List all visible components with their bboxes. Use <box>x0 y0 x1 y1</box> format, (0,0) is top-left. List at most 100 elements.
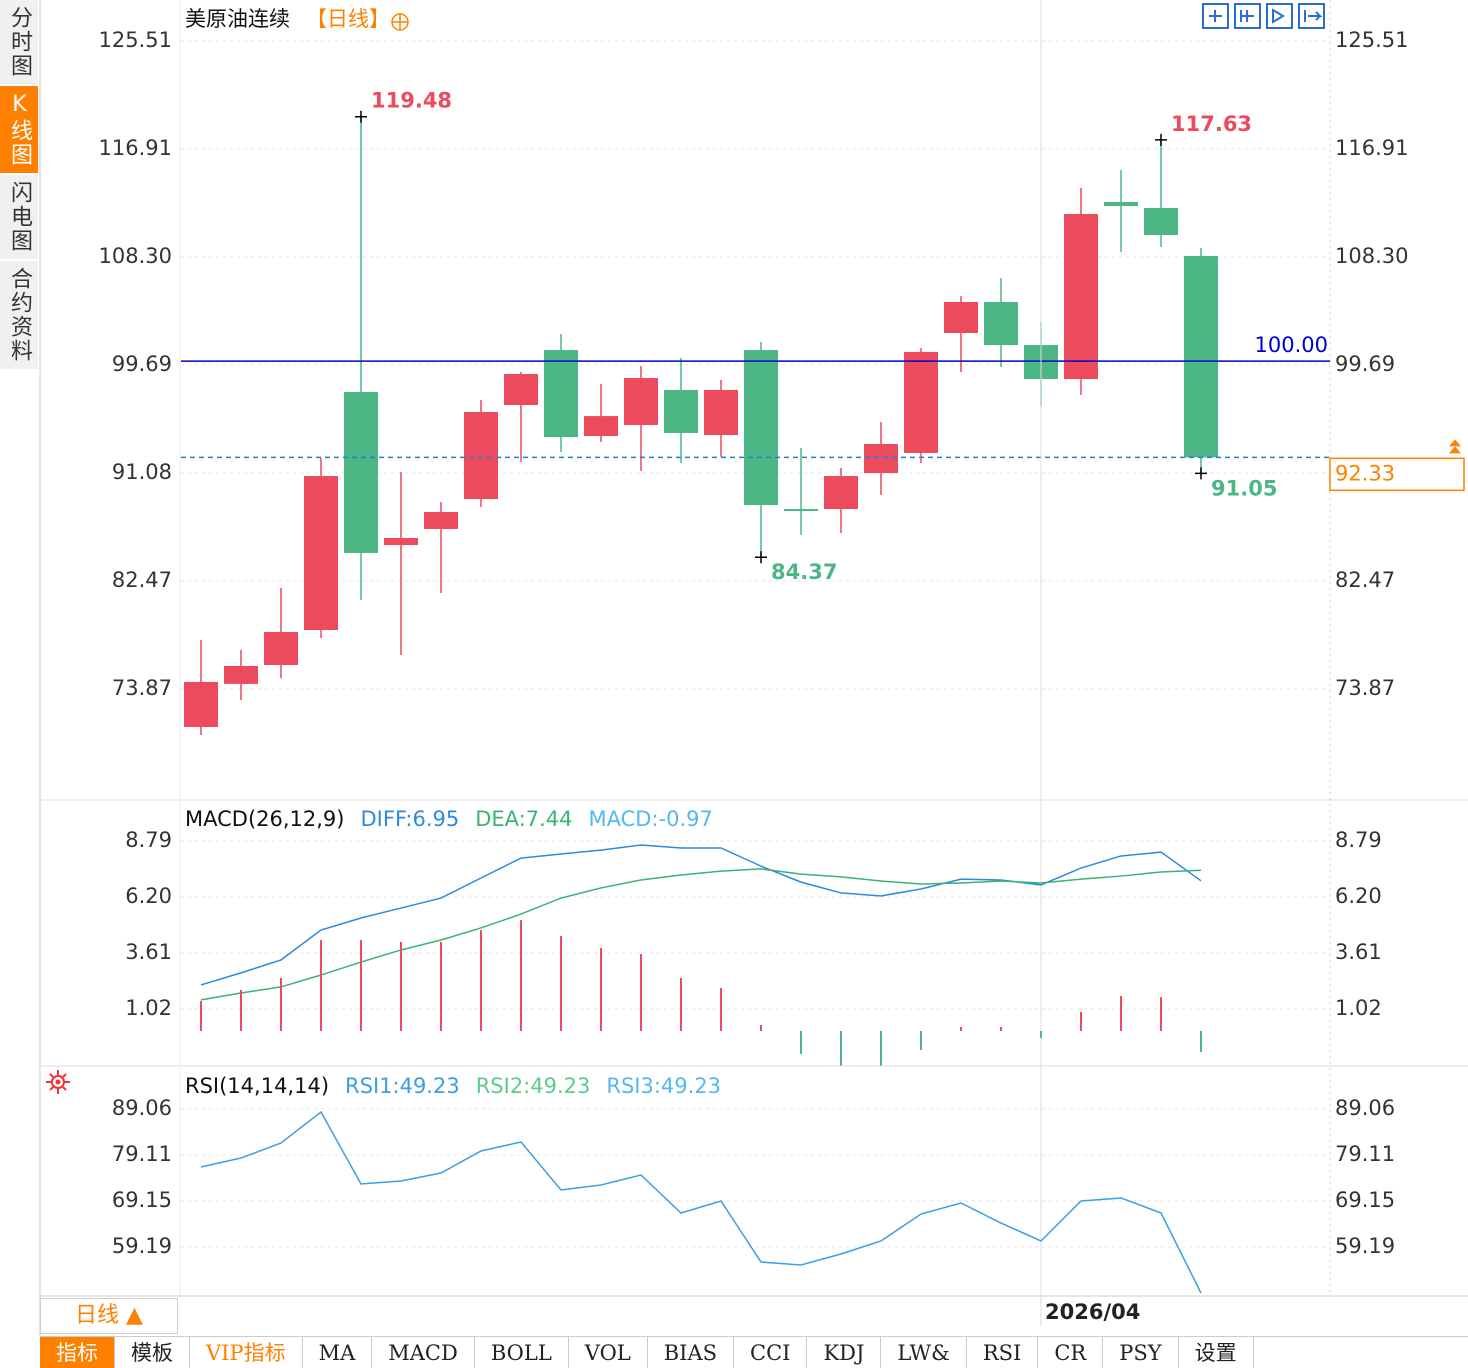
candle-body <box>544 350 578 438</box>
extreme-label: 119.48 <box>371 89 452 113</box>
candle-body <box>264 631 298 665</box>
indicator-tab[interactable]: MA <box>303 1337 373 1368</box>
panel-legend: MACD(26,12,9) <box>185 807 345 831</box>
candle-body <box>824 476 858 510</box>
y-tick-label-right: 59.19 <box>1335 1234 1395 1258</box>
candle-body <box>1144 208 1178 236</box>
candle-body <box>344 391 378 553</box>
macd-line <box>200 844 1202 986</box>
reference-label: 100.00 <box>1255 333 1328 357</box>
candle-body <box>584 416 618 437</box>
tool-icon[interactable] <box>1266 3 1293 29</box>
panel-legend: MACD:-0.97 <box>589 807 713 831</box>
tool-icon[interactable] <box>1202 3 1229 29</box>
candle-body <box>464 412 498 499</box>
y-tick-label-right: 69.15 <box>1335 1188 1395 1212</box>
indicator-tab[interactable]: MACD <box>372 1337 475 1368</box>
y-tick-label-left: 91.08 <box>112 460 172 484</box>
indicator-tab[interactable]: BIAS <box>648 1337 735 1368</box>
y-tick-label-left: 8.79 <box>125 828 172 852</box>
y-tick-label-left: 69.15 <box>112 1188 172 1212</box>
y-tick-label-left: 6.20 <box>125 884 172 908</box>
y-tick-label-left: 99.69 <box>112 352 172 376</box>
panel-legend: RSI1:49.23 <box>345 1074 460 1098</box>
indicator-tab[interactable]: CCI <box>734 1337 808 1368</box>
macd-plot <box>200 844 1202 1066</box>
y-tick-label-left: 3.61 <box>125 940 172 964</box>
period-button[interactable]: 日线 ▲ <box>40 1298 178 1334</box>
indicator-tab[interactable]: VIP指标 <box>190 1337 303 1368</box>
y-tick-label-right: 125.51 <box>1335 28 1408 52</box>
candle-body <box>624 378 658 425</box>
y-tick-label-left: 59.19 <box>112 1234 172 1258</box>
y-tick-label-right: 6.20 <box>1335 884 1382 908</box>
tool-glyph <box>1209 8 1323 24</box>
sidebar-tab[interactable]: 合约资料 <box>0 261 38 371</box>
indicator-tab[interactable]: VOL <box>569 1337 648 1368</box>
sidebar-tab[interactable]: 分时图 <box>0 0 38 86</box>
indicator-icon[interactable] <box>46 1070 70 1094</box>
rsi-line <box>200 1110 1202 1294</box>
candle-body <box>384 538 418 546</box>
y-tick-label-right: 82.47 <box>1335 568 1395 592</box>
candle-body <box>784 509 818 512</box>
extreme-cross <box>1195 467 1207 480</box>
indicator-tab[interactable]: PSY <box>1103 1337 1179 1368</box>
price-arrow <box>1449 439 1461 454</box>
y-tick-label-left: 108.30 <box>99 244 172 268</box>
sun-icon <box>46 1070 70 1094</box>
y-tick-label-right: 108.30 <box>1335 244 1408 268</box>
y-tick-label-left: 73.87 <box>112 676 172 700</box>
y-tick-label-right: 79.11 <box>1335 1142 1395 1166</box>
indicator-tab[interactable]: 模板 <box>115 1337 190 1368</box>
y-tick-label-right: 8.79 <box>1335 828 1382 852</box>
candle-body <box>664 389 698 433</box>
indicator-tab[interactable]: 设置 <box>1179 1337 1254 1368</box>
indicator-tab[interactable]: RSI <box>967 1337 1039 1368</box>
y-tick-label-left: 79.11 <box>112 1142 172 1166</box>
candle-body <box>184 681 218 727</box>
panel-legend: RSI3:49.23 <box>606 1074 721 1098</box>
panel-legend: 美原油连续 <box>185 7 290 31</box>
indicator-tab[interactable]: 指标 <box>40 1337 115 1368</box>
y-tick-label-left: 1.02 <box>125 996 172 1020</box>
y-tick-label-left: 82.47 <box>112 568 172 592</box>
candle-body <box>904 351 938 453</box>
indicator-tab[interactable]: LW& <box>881 1337 967 1368</box>
x-tick-label: 2026/04 <box>1045 1300 1140 1324</box>
candle-body <box>864 444 898 474</box>
candle-body <box>424 512 458 529</box>
y-tick-label-left: 125.51 <box>99 28 172 52</box>
macd-line <box>200 868 1202 1001</box>
toolbar[interactable] <box>1202 3 1325 29</box>
y-tick-label-right: 99.69 <box>1335 352 1395 376</box>
y-tick-label-right: 73.87 <box>1335 676 1395 700</box>
candle-body <box>1184 255 1218 458</box>
price-label: 92.33 <box>1335 461 1395 485</box>
tab-bar: 指标 模板 VIP指标 MA MACD BOLL VOL BIAS CCI KDJ LW& RSI CR… <box>40 1336 1468 1368</box>
y-tick-label-right: 3.61 <box>1335 940 1382 964</box>
y-tick-label-right: 89.06 <box>1335 1096 1395 1120</box>
panel-legend: DEA:7.44 <box>475 807 572 831</box>
candle-body <box>704 389 738 436</box>
extreme-cross <box>755 551 767 564</box>
candle-body <box>744 350 778 506</box>
sidebar-tab[interactable]: 闪电图 <box>0 175 38 261</box>
sidebar-tab[interactable]: K线图 <box>0 86 38 175</box>
panel-legend: 【日线】 <box>306 7 390 31</box>
candle-body <box>984 302 1018 346</box>
indicator-tab[interactable]: KDJ <box>807 1337 882 1368</box>
extreme-cross <box>355 110 367 123</box>
y-tick-label-left: 89.06 <box>112 1096 172 1120</box>
sun-icon <box>55 1079 61 1085</box>
candle-body <box>224 665 258 684</box>
add-icon <box>392 14 408 30</box>
extreme-label: 117.63 <box>1171 112 1252 136</box>
price-box <box>1329 457 1465 492</box>
indicator-tab[interactable]: BOLL <box>475 1337 569 1368</box>
y-tick-label-right: 116.91 <box>1335 136 1408 160</box>
indicator-tab[interactable]: CR <box>1038 1337 1104 1368</box>
sun-icon <box>51 1075 65 1089</box>
